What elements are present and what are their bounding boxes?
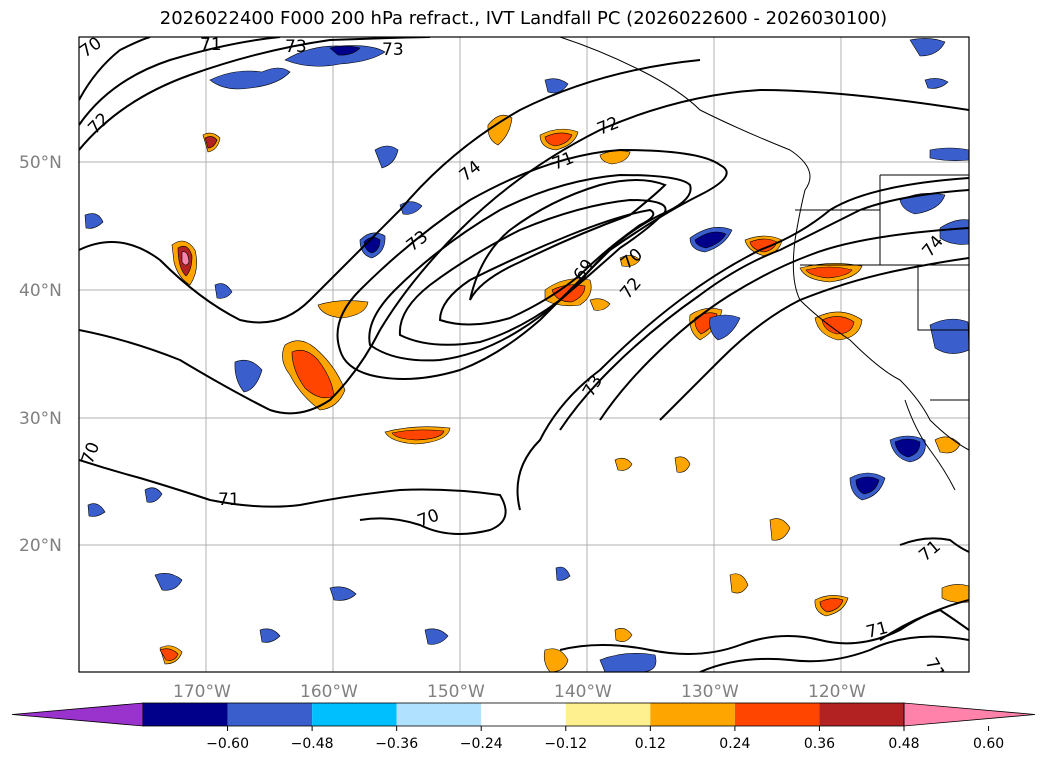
lat-label: 40°N [19, 281, 62, 301]
colorbar-border [142, 702, 905, 727]
colorbar-extend-high [903, 702, 1036, 727]
lat-label: 20°N [19, 536, 62, 556]
colorbar-segment [396, 703, 482, 726]
colorbar-tick-label: 0.36 [804, 736, 835, 752]
lon-label: 170°W [173, 682, 231, 702]
colorbar-segment [312, 703, 397, 726]
shaded-anomalies [84, 38, 969, 672]
lon-label: 140°W [554, 682, 612, 702]
lon-label: 150°W [427, 682, 485, 702]
colorbar-segment [481, 703, 566, 726]
latitude-labels: 50°N 40°N 30°N 20°N [19, 153, 62, 556]
grid-lines [79, 37, 969, 672]
lon-label: 120°W [808, 682, 866, 702]
colorbar-tick-label: 0.60 [973, 736, 1004, 752]
lat-label: 30°N [19, 409, 62, 429]
map-area [79, 37, 969, 672]
colorbar-tick-label: 0.24 [719, 736, 750, 752]
colorbar-extend-low [11, 702, 144, 727]
lat-label: 50°N [19, 153, 62, 173]
colorbar-tick-label: −0.36 [375, 736, 418, 752]
contour-label: 71 [218, 490, 240, 510]
contour-label: 73 [382, 40, 404, 60]
colorbar-segment [734, 703, 820, 726]
lon-label: 160°W [300, 682, 358, 702]
colorbar-tick-label: 0.48 [888, 736, 919, 752]
contour-lines [79, 37, 969, 672]
colorbar-tick-label: 0.12 [635, 736, 666, 752]
colorbar-segment [143, 703, 228, 726]
colorbar-tick-label: −0.48 [291, 736, 334, 752]
colorbar-segment [565, 703, 651, 726]
colorbar-segment [650, 703, 735, 726]
contour-label: 73 [285, 37, 307, 57]
colorbar-tick-label: −0.12 [544, 736, 587, 752]
colorbar-segment [819, 703, 904, 726]
contour-label: 71 [200, 35, 222, 55]
colorbar-tick-label: −0.24 [460, 736, 503, 752]
colorbar: −0.60 −0.48 −0.36 −0.24 −0.12 0.12 0.24 0.36 0.4… [11, 702, 1036, 752]
lon-label: 130°W [681, 682, 739, 702]
map-title: 2026022400 F000 200 hPa refract., IVT La… [159, 8, 888, 29]
coastlines [559, 37, 969, 491]
map-frame [78, 36, 970, 673]
longitude-labels: 170°W 160°W 150°W 140°W 130°W 120°W [173, 682, 866, 702]
colorbar-segment [227, 703, 313, 726]
colorbar-tick-label: −0.60 [206, 736, 249, 752]
